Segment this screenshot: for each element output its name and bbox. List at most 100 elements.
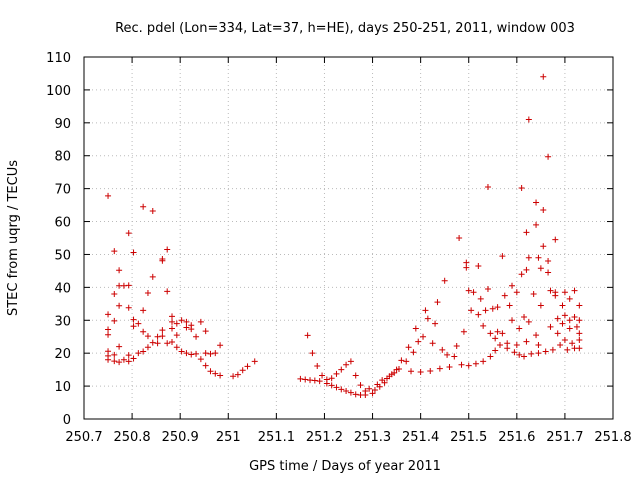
data-point [432, 320, 439, 327]
data-point [217, 372, 224, 379]
data-point [557, 341, 564, 348]
y-tick-label: 30 [54, 314, 71, 329]
data-point [525, 116, 532, 123]
y-tick-label: 110 [46, 51, 71, 66]
data-point [571, 287, 578, 294]
data-point [173, 320, 180, 327]
data-point [343, 388, 350, 395]
data-point [525, 254, 532, 261]
data-point [463, 264, 470, 271]
data-point [297, 375, 304, 382]
data-point [149, 208, 156, 215]
data-point [111, 248, 118, 255]
data-point [516, 351, 523, 358]
data-point [197, 356, 204, 363]
data-point [494, 304, 501, 311]
data-point [130, 316, 137, 323]
y-tick-label: 50 [54, 248, 71, 263]
data-point [540, 207, 547, 214]
data-point [523, 229, 530, 236]
data-point [549, 346, 556, 353]
data-point [523, 338, 530, 345]
x-axis-label: GPS time / Days of year 2011 [249, 459, 441, 474]
data-point [506, 302, 513, 309]
data-point [403, 358, 410, 365]
data-point [193, 333, 200, 340]
data-point [398, 357, 405, 364]
x-tick-label: 250.8 [113, 430, 150, 445]
data-point [154, 340, 161, 347]
data-point [125, 358, 132, 365]
data-point [521, 313, 528, 320]
data-point [576, 302, 583, 309]
x-tick-label: 251 [216, 430, 241, 445]
data-point [518, 271, 525, 278]
y-tick-label: 20 [54, 347, 71, 362]
data-point [561, 312, 568, 319]
data-point [537, 265, 544, 272]
y-axis-label: STEC from uqrg / TECUs [6, 160, 21, 316]
data-point [412, 325, 419, 332]
data-point [302, 376, 309, 383]
x-tick-label: 250.7 [65, 430, 102, 445]
data-point [371, 387, 378, 394]
y-tick-labels: 0 10 20 30 40 50 60 70 80 90 100 110 [46, 51, 71, 428]
data-point [559, 302, 566, 309]
data-point [311, 377, 318, 384]
data-point [319, 372, 326, 379]
data-point [164, 246, 171, 253]
data-point [391, 369, 398, 376]
data-point [328, 375, 335, 382]
data-point [352, 391, 359, 398]
data-point [328, 382, 335, 389]
data-point [347, 358, 354, 365]
data-point [381, 379, 388, 386]
data-point [369, 390, 376, 397]
data-point [207, 368, 214, 375]
data-point [566, 325, 573, 332]
data-point [333, 384, 340, 391]
x-tick-label: 251.3 [354, 430, 391, 445]
data-point [499, 253, 506, 260]
y-tick-label: 80 [54, 150, 71, 165]
data-point [343, 361, 350, 368]
data-point [513, 289, 520, 296]
data-point [130, 249, 137, 256]
data-point [535, 341, 542, 348]
data-point [395, 365, 402, 372]
data-point [561, 337, 568, 344]
data-point [475, 311, 482, 318]
plot-frame [83, 56, 614, 420]
data-points [105, 73, 583, 398]
data-point [511, 349, 518, 356]
data-point [504, 345, 511, 352]
data-point [140, 328, 147, 335]
data-point [533, 221, 540, 228]
data-point [436, 365, 443, 372]
data-point [116, 302, 123, 309]
data-point [475, 262, 482, 269]
data-point [366, 385, 373, 392]
data-point [347, 389, 354, 396]
data-point [130, 323, 137, 330]
data-point [465, 287, 472, 294]
data-point [540, 73, 547, 80]
data-point [169, 318, 176, 325]
data-point [183, 324, 190, 331]
data-point [212, 370, 219, 377]
data-point [566, 317, 573, 324]
data-point [193, 350, 200, 357]
data-point [314, 363, 321, 370]
data-point [576, 337, 583, 344]
data-point [230, 373, 237, 380]
data-point [542, 348, 549, 355]
data-point [489, 305, 496, 312]
grid-lines [84, 57, 613, 419]
data-point [116, 359, 123, 366]
data-point [164, 288, 171, 295]
x-tick-label: 251.1 [258, 430, 295, 445]
data-point [554, 315, 561, 322]
data-point [144, 333, 151, 340]
y-tick-label: 100 [46, 84, 71, 99]
data-point [501, 292, 508, 299]
